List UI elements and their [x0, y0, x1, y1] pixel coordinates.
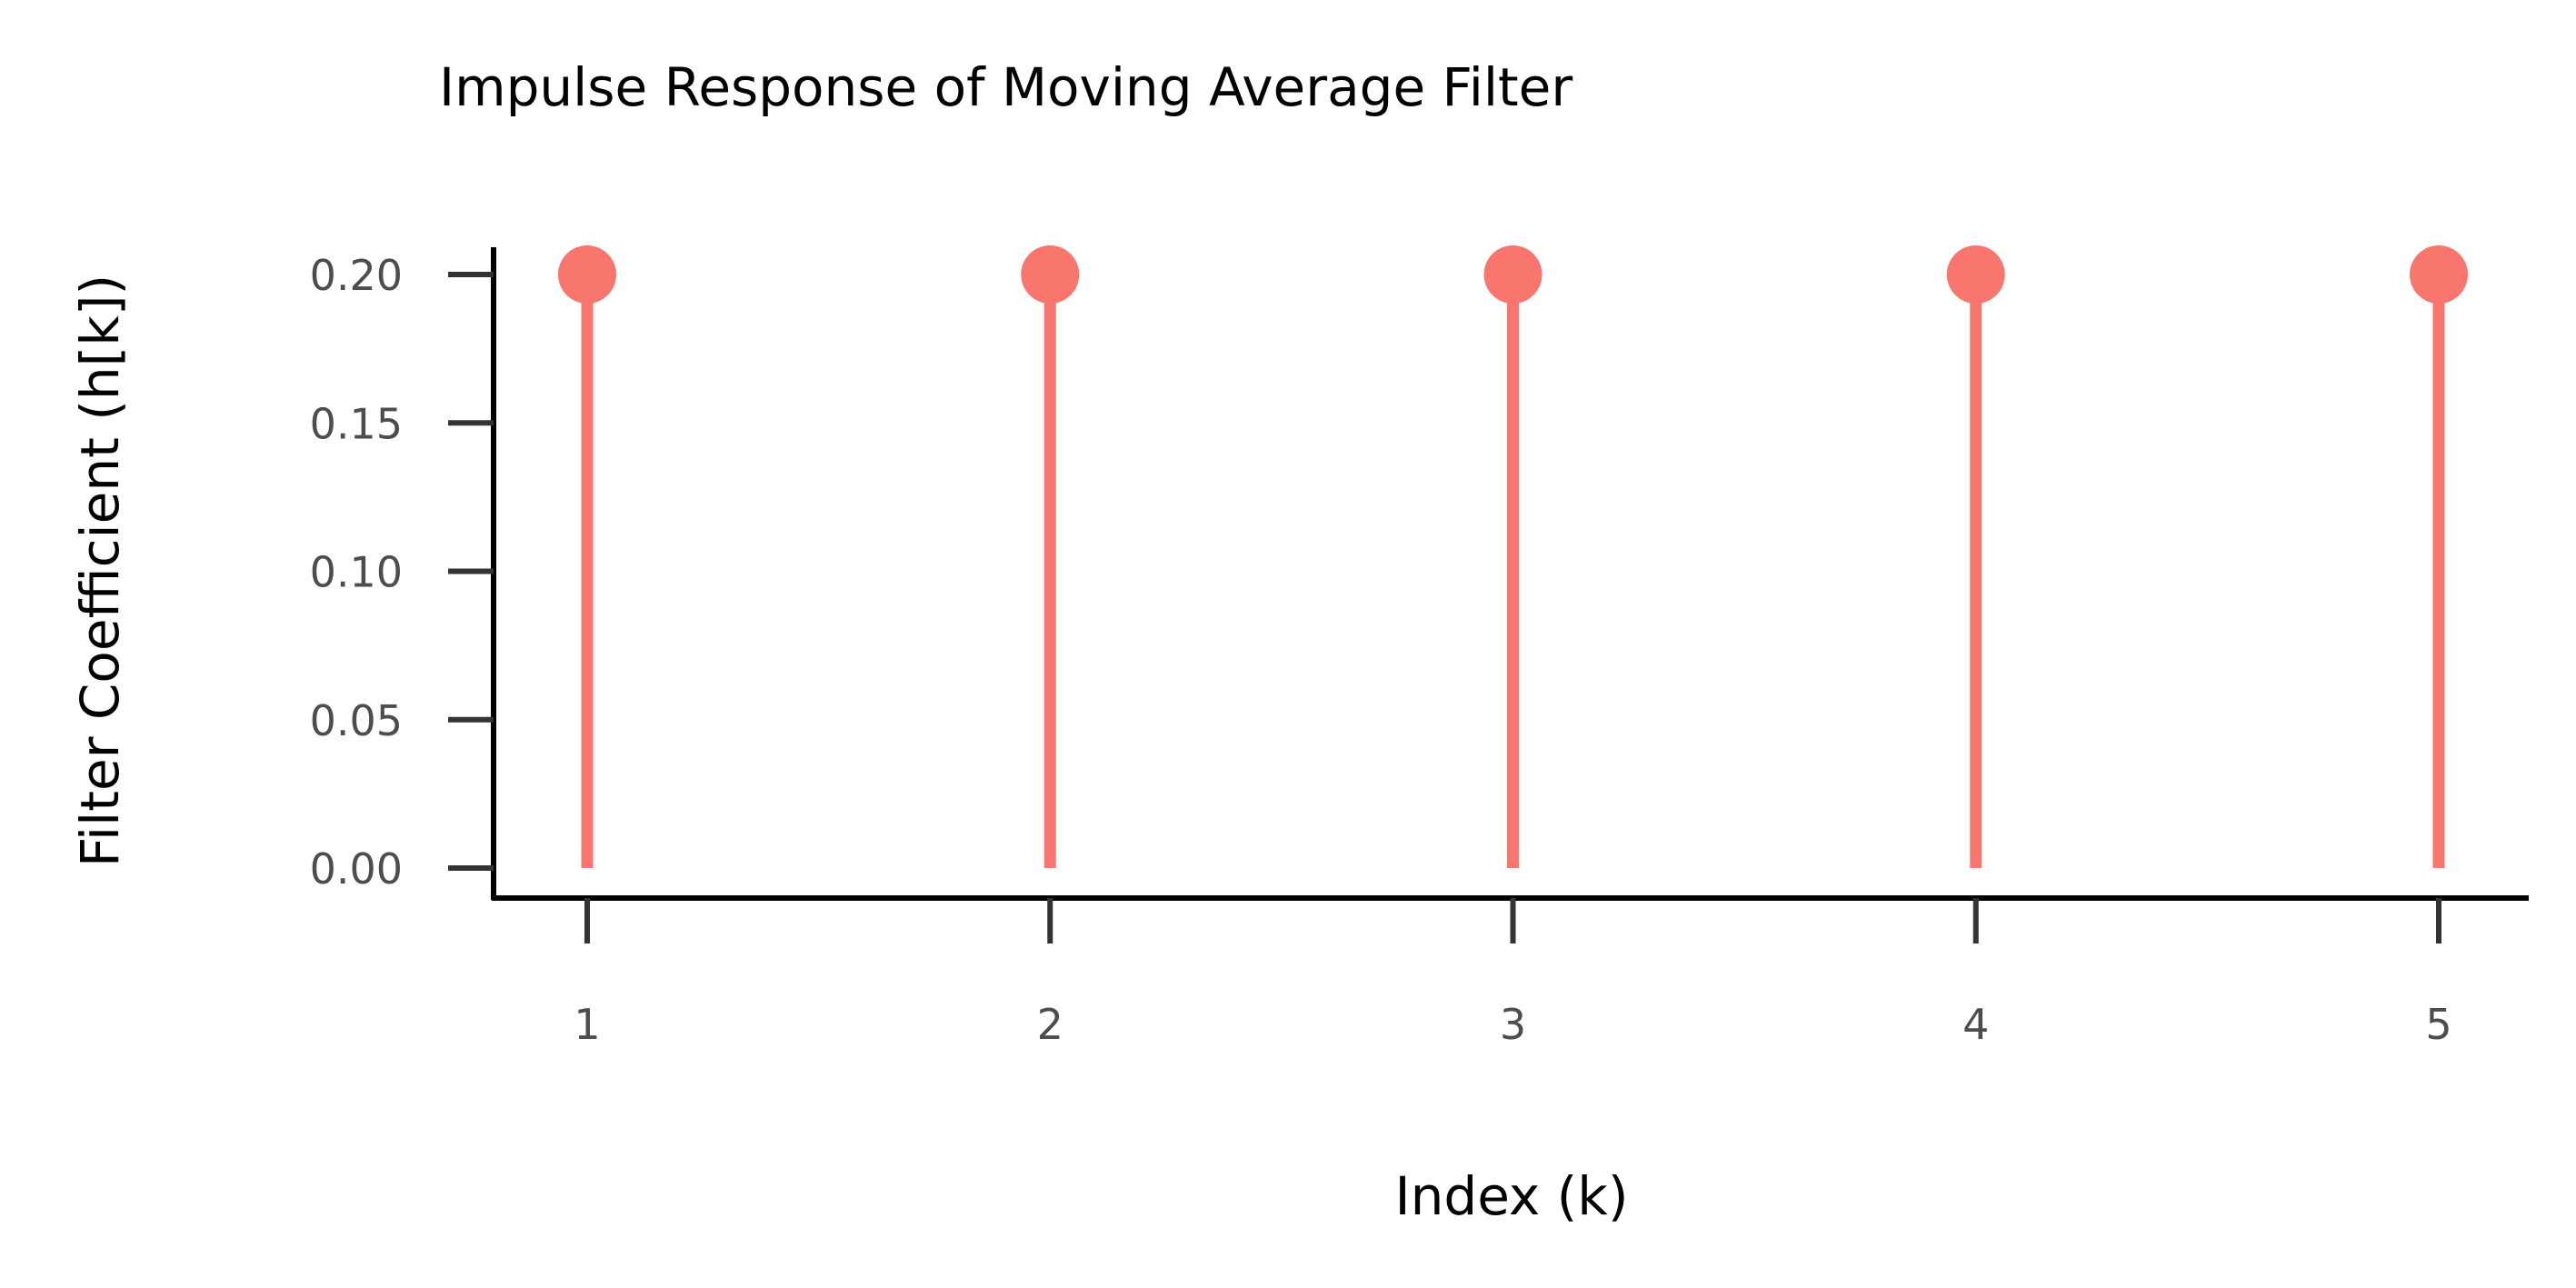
x-tick-label: 5 [2425, 1000, 2451, 1049]
stem-marker [2410, 245, 2468, 304]
x-tick-label: 4 [1962, 1000, 1989, 1049]
x-tick-label: 2 [1037, 1000, 1063, 1049]
chart-title: Impulse Response of Moving Average Filte… [439, 56, 1573, 118]
y-tick-label: 0.15 [310, 399, 403, 448]
stem-marker [558, 245, 616, 304]
stem-marker [1946, 245, 2005, 304]
y-axis-label: Filter Coefficient (h[k]) [69, 275, 131, 867]
y-tick-label: 0.10 [310, 548, 403, 597]
y-tick-label: 0.00 [310, 844, 403, 894]
y-tick-label: 0.05 [310, 696, 403, 745]
x-tick-label: 3 [1500, 1000, 1526, 1049]
stem-marker [1021, 245, 1080, 304]
y-tick-label: 0.20 [310, 251, 403, 300]
plot-area: 0.00 0.05 0.10 0.15 0.20 1 2 3 4 5 [310, 245, 2529, 1049]
stem-marker [1483, 245, 1543, 304]
x-tick-label: 1 [574, 1000, 600, 1049]
x-axis-label: Index (k) [1395, 1165, 1629, 1227]
